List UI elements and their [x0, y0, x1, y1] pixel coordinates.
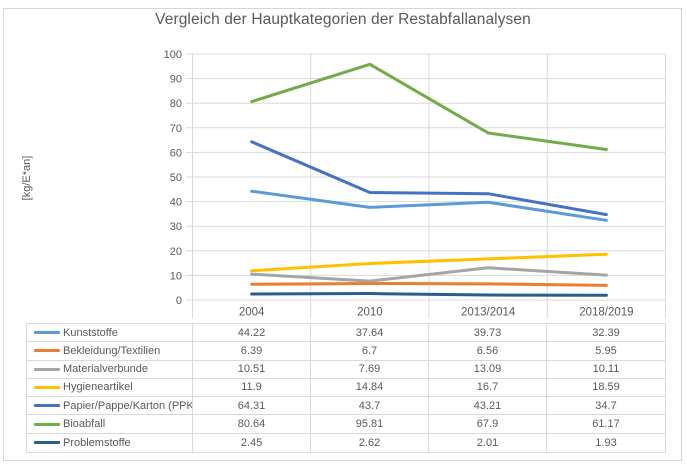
value-cell: 61.17 — [547, 415, 665, 434]
value-cell: 43.21 — [429, 397, 547, 416]
value-cell: 6.39 — [193, 342, 311, 361]
value-cell: 64.31 — [193, 397, 311, 416]
series-line-hygieneartikel — [250, 252, 608, 273]
y-tick-label: 50 — [170, 172, 182, 184]
y-tick-label: 30 — [170, 221, 182, 233]
value-cell: 14.84 — [311, 378, 429, 398]
y-tick-label: 100 — [164, 49, 182, 61]
value-cell: 43.7 — [311, 397, 429, 416]
value-cell: 11.9 — [193, 378, 311, 398]
series-line-problemstoffe — [250, 292, 608, 297]
value-cell: 7.69 — [311, 360, 429, 379]
value-cell: 5.95 — [547, 342, 665, 361]
value-cell: 10.11 — [547, 361, 665, 379]
legend-key-icon — [34, 404, 60, 408]
y-tick-label: 0 — [176, 295, 182, 307]
series-name: Kunststoffe — [63, 326, 118, 339]
value-cell: 1.93 — [595, 436, 617, 449]
series-line-bioabfall — [250, 62, 608, 152]
value-cell: 34.7 — [547, 397, 665, 416]
series-label-cell: Hygieneartikel — [27, 378, 193, 398]
series-line-papier-pappe-karton-ppk- — [250, 140, 608, 217]
value-cell: 18.59 — [547, 379, 665, 398]
series-name: Problemstoffe — [63, 436, 131, 449]
value-cell: 2.01 — [429, 433, 547, 452]
value-cell: 67.9 — [429, 415, 547, 434]
y-tick-label: 40 — [170, 197, 182, 209]
series-name: Hygieneartikel — [63, 381, 133, 394]
y-tick-label: 70 — [170, 123, 182, 135]
value-cell: 16.7 — [429, 378, 547, 398]
legend-key-icon — [34, 441, 60, 445]
value-cell: 2.62 — [311, 433, 429, 452]
chart-data-table: Kunststoffe 44.22 37.64 39.73 32.39 Bekleidun… — [26, 323, 666, 453]
legend-key-icon — [34, 367, 60, 371]
y-tick-label: 20 — [170, 246, 182, 258]
line-chart: 0 10 20 30 40 50 60 70 80 90 100 2004 2010 2013/2014 2… — [164, 49, 666, 319]
legend-key-icon — [34, 349, 60, 353]
x-tick-label: 2010 — [357, 307, 383, 319]
chart-title: Vergleich der Hauptkategorien der Restab… — [155, 11, 531, 28]
value-cell: 32.39 — [547, 324, 665, 343]
y-tick-label: 80 — [170, 98, 182, 110]
x-tick-label: 2004 — [239, 307, 265, 319]
series-name: Bekleidung/Textilien — [63, 344, 161, 357]
series-name: Bioabfall — [63, 418, 106, 431]
value-cell: 39.73 — [429, 324, 547, 343]
series-name: Papier/Pappe/Karton (PPK) — [63, 399, 193, 412]
value-cell: 37.64 — [311, 324, 429, 343]
series-label-cell: Bioabfall — [27, 415, 193, 434]
legend-key-icon — [34, 385, 60, 389]
series-name: Materialverbunde — [63, 363, 148, 376]
value-cell: 44.22 — [193, 324, 311, 343]
series-label-cell: Kunststoffe — [27, 324, 193, 343]
value-cell: 6.56 — [429, 342, 547, 361]
value-cell: 80.64 — [193, 415, 311, 434]
y-tick-label: 60 — [170, 147, 182, 159]
y-tick-label: 90 — [170, 74, 182, 86]
series-line-kunststoffe — [250, 189, 608, 222]
value-cell: 95.81 — [311, 415, 429, 434]
value-cell: 2.45 — [193, 433, 311, 452]
series-label-cell: Bekleidung/Textilien — [27, 342, 193, 361]
series-label-cell: Materialverbunde — [27, 360, 193, 379]
legend-key-icon — [34, 331, 60, 335]
legend-key-icon — [34, 422, 60, 426]
x-tick-label: 2018/2019 — [579, 307, 633, 319]
value-cell: 13.09 — [429, 360, 547, 379]
x-tick-label: 2013/2014 — [461, 307, 516, 319]
series-line-bekleidung-textilien — [250, 282, 608, 287]
value-cell: 10.51 — [193, 360, 311, 379]
value-cell: 6.7 — [311, 342, 429, 361]
series-label-cell: Papier/Pappe/Karton (PPK) — [27, 397, 193, 416]
series-label-cell: Problemstoffe — [27, 433, 193, 452]
series-line-materialverbunde — [250, 266, 608, 283]
y-tick-label: 10 — [170, 270, 182, 282]
